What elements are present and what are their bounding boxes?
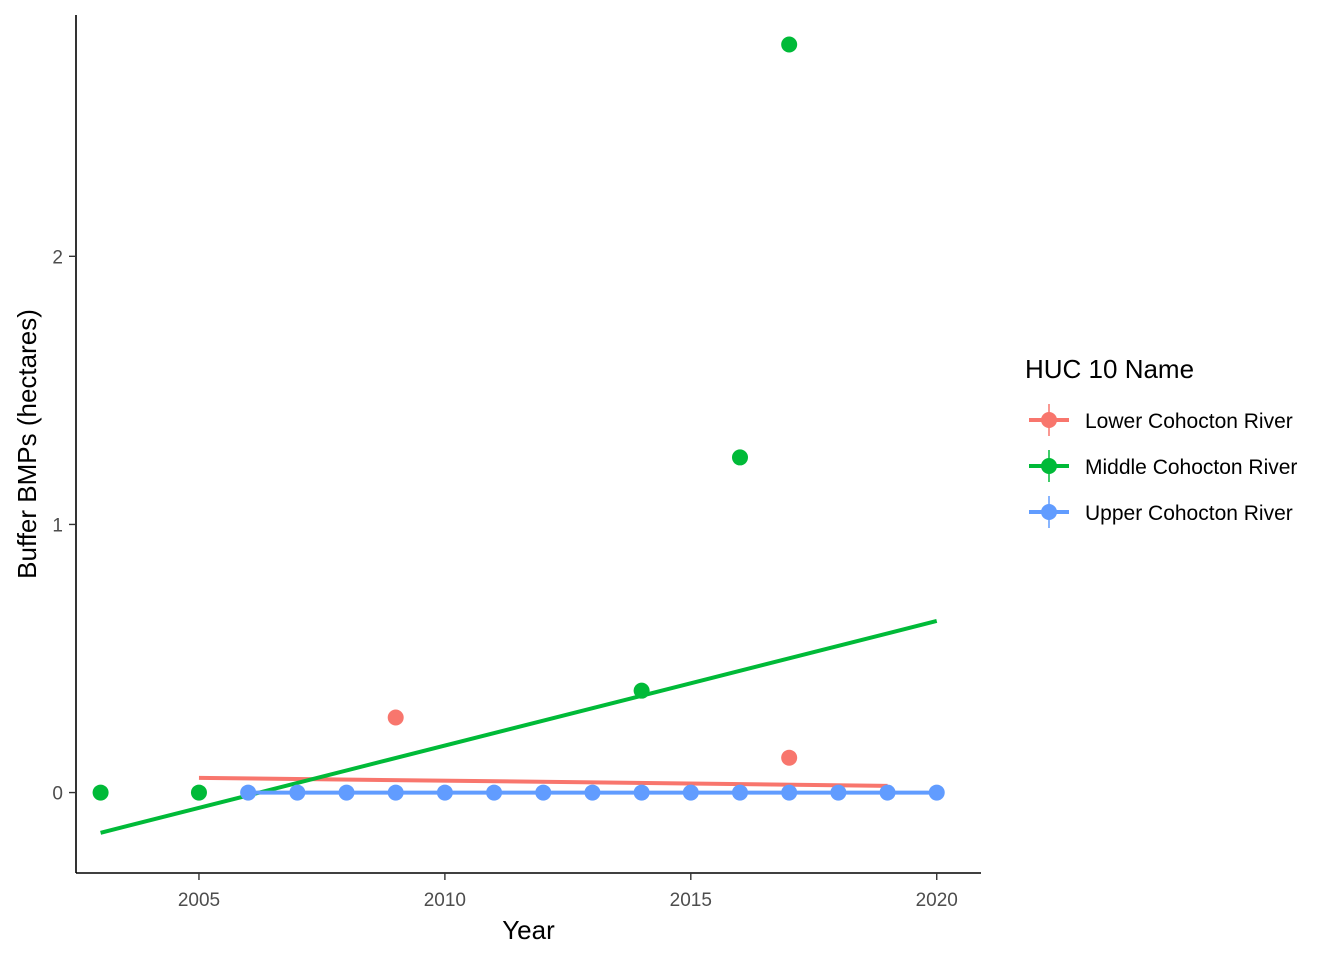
point-middle-cohocton-river — [633, 682, 650, 699]
legend-label: Middle Cohocton River — [1085, 456, 1297, 479]
y-axis-title: Buffer BMPs (hectares) — [12, 309, 42, 579]
legend-item-lower-cohocton-river: Lower Cohocton River — [1029, 404, 1293, 436]
point-upper-cohocton-river — [781, 784, 798, 801]
y-tick-label: 0 — [52, 784, 63, 805]
point-lower-cohocton-river — [387, 709, 404, 726]
point-upper-cohocton-river — [830, 784, 847, 801]
point-upper-cohocton-river — [387, 784, 404, 801]
point-upper-cohocton-river — [879, 784, 896, 801]
point-lower-cohocton-river — [781, 749, 798, 766]
plot-area — [92, 36, 945, 835]
point-middle-cohocton-river — [190, 784, 207, 801]
legend: HUC 10 Name Lower Cohocton River Middle C… — [1025, 354, 1297, 528]
legend-key-point — [1041, 458, 1057, 474]
y-tick-label: 1 — [52, 515, 63, 536]
point-upper-cohocton-river — [338, 784, 355, 801]
point-upper-cohocton-river — [240, 784, 257, 801]
point-middle-cohocton-river — [781, 36, 798, 53]
legend-label: Lower Cohocton River — [1085, 410, 1293, 433]
x-tick-label: 2015 — [670, 890, 712, 911]
point-upper-cohocton-river — [633, 784, 650, 801]
y-tick-label: 2 — [52, 247, 63, 268]
legend-title: HUC 10 Name — [1025, 354, 1194, 384]
legend-item-upper-cohocton-river: Upper Cohocton River — [1029, 496, 1293, 528]
x-tick-label: 2005 — [178, 890, 220, 911]
point-upper-cohocton-river — [928, 784, 945, 801]
x-tick-label: 2020 — [916, 890, 958, 911]
legend-label: Upper Cohocton River — [1085, 502, 1293, 525]
point-middle-cohocton-river — [731, 449, 748, 466]
point-upper-cohocton-river — [682, 784, 699, 801]
legend-item-middle-cohocton-river: Middle Cohocton River — [1029, 450, 1297, 482]
y-axis-ticks: 0 1 2 — [52, 247, 76, 805]
legend-key-point — [1041, 412, 1057, 428]
point-upper-cohocton-river — [436, 784, 453, 801]
point-middle-cohocton-river — [92, 784, 109, 801]
point-upper-cohocton-river — [535, 784, 552, 801]
trend-line-middle-cohocton-river — [100, 619, 938, 835]
point-upper-cohocton-river — [289, 784, 306, 801]
point-upper-cohocton-river — [731, 784, 748, 801]
point-upper-cohocton-river — [584, 784, 601, 801]
legend-key-point — [1041, 504, 1057, 520]
legend-items: Lower Cohocton River Middle Cohocton Rive… — [1029, 404, 1297, 528]
x-axis-title: Year — [502, 915, 555, 945]
x-axis-ticks: 2005 2010 2015 2020 — [178, 873, 958, 911]
point-upper-cohocton-river — [486, 784, 503, 801]
x-tick-label: 2010 — [424, 890, 466, 911]
